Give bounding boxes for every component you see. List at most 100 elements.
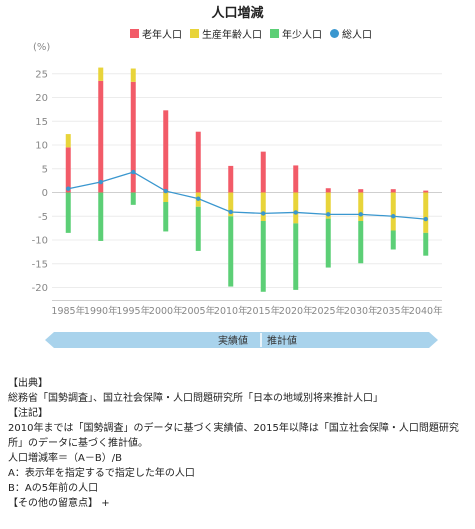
legend-label-total: 総人口: [342, 30, 372, 41]
bar: [293, 223, 299, 290]
legend-swatch-youth: [270, 29, 279, 38]
y-axis-unit: (%): [33, 42, 50, 53]
legend: 老年人口 生産年齢人口 年少人口 総人口: [130, 26, 460, 41]
bar: [98, 67, 104, 81]
legend-swatch-elderly: [130, 29, 139, 38]
bar: [130, 68, 136, 82]
legend-item-total[interactable]: 総人口: [330, 26, 372, 41]
other-notes-row: 【その他の留意点】 +: [8, 496, 468, 511]
bar: [423, 232, 429, 256]
legend-item-youth[interactable]: 年少人口: [270, 26, 322, 41]
legend-swatch-total: [330, 29, 339, 38]
total-point: [423, 216, 428, 222]
y-tick-label: -5: [38, 212, 48, 223]
source-heading: 【出典】: [8, 378, 48, 389]
legend-label-working-age: 生産年齢人口: [202, 30, 262, 41]
x-tick-label: 2040年: [409, 305, 443, 317]
period-label-actual: 実績値: [218, 334, 248, 347]
total-point: [358, 212, 363, 217]
total-point: [228, 209, 233, 215]
bar: [228, 192, 234, 217]
total-line-path: [68, 171, 426, 220]
expand-toggle[interactable]: +: [101, 498, 110, 509]
bar: [65, 134, 71, 148]
bar: [293, 192, 299, 224]
x-tick-label: 2020年: [279, 305, 313, 317]
x-tick-label: 2000年: [149, 305, 183, 317]
x-tick-label: 2005年: [181, 305, 215, 317]
definition-b: B：Aの5年前の人口: [8, 483, 99, 494]
bar: [390, 189, 396, 193]
y-tick-label: -15: [32, 259, 48, 270]
period-bar: 実績値 推計値: [45, 332, 438, 348]
bar: [390, 192, 396, 231]
legend-item-working-age[interactable]: 生産年齢人口: [190, 26, 262, 41]
total-point: [98, 179, 103, 185]
y-tick-label: 10: [35, 141, 48, 152]
bar: [260, 221, 266, 292]
bar: [358, 189, 364, 193]
y-tick-label: 20: [35, 93, 48, 104]
total-point: [66, 186, 71, 191]
chart-title: 人口増減: [211, 6, 264, 21]
bar: [163, 192, 169, 202]
y-tick-label: -10: [32, 236, 48, 247]
bar: [325, 192, 331, 219]
total-point: [391, 214, 396, 219]
formula-text: 人口増減率＝（A－B）/B: [8, 453, 122, 464]
bar: [130, 81, 136, 193]
total-point: [293, 210, 298, 215]
notes-section: 【出典】 総務省「国勢調査」、国立社会保障・人口問題研究所「日本の地域別将来推計…: [8, 376, 468, 511]
bar: [358, 221, 364, 264]
y-tick-label: -20: [32, 283, 48, 294]
bar: [163, 202, 169, 232]
x-tick-label: 2035年: [376, 305, 410, 317]
definition-a: A：表示年を指定するで指定した年の人口: [8, 468, 195, 479]
bar: [228, 165, 234, 193]
x-tick-label: 2025年: [311, 305, 345, 317]
notes-text: 2010年までは「国勢調査」のデータに基づく実績値、2015年以降は「国立社会保…: [8, 423, 459, 449]
y-tick-label: 5: [42, 164, 48, 175]
x-tick-label: 2010年: [214, 305, 248, 317]
period-label-estimate: 推計値: [267, 334, 297, 347]
bar: [65, 192, 71, 233]
x-tick-label: 2030年: [344, 305, 378, 317]
y-tick-label: 15: [35, 117, 48, 128]
source-text: 総務省「国勢調査」、国立社会保障・人口問題研究所「日本の地域別将来推計人口」: [8, 393, 383, 404]
bar: [228, 216, 234, 287]
legend-label-youth: 年少人口: [282, 30, 322, 41]
bar: [325, 218, 331, 268]
y-axis-ticks: -20 -15 -10 -5 0 5 10 15 20 25: [32, 69, 48, 294]
bar: [260, 151, 266, 193]
x-tick-label: 1995年: [116, 305, 150, 317]
total-point: [261, 211, 266, 216]
bar: [358, 192, 364, 221]
total-line: [66, 169, 428, 222]
bar: [423, 190, 429, 193]
bar: [260, 192, 266, 221]
legend-swatch-working-age: [190, 29, 199, 38]
total-point: [326, 212, 331, 217]
legend-label-elderly: 老年人口: [142, 30, 182, 41]
chart-plot: (%) -20 -15 -10 -5 0 5 10 15 20 25 1985年1990年1995…: [32, 42, 443, 317]
bar: [325, 188, 331, 193]
bar: [423, 192, 429, 233]
notes-heading: 【注記】: [8, 408, 48, 419]
total-point: [196, 196, 201, 201]
bar: [130, 192, 136, 205]
bar: [163, 110, 169, 193]
bars: [65, 67, 429, 292]
x-tick-label: 2015年: [246, 305, 280, 317]
other-notes-heading: 【その他の留意点】: [8, 498, 98, 509]
total-point: [131, 169, 136, 175]
legend-item-elderly[interactable]: 老年人口: [130, 26, 182, 41]
bar: [65, 147, 71, 193]
x-tick-label: 1985年: [51, 305, 85, 317]
bar: [293, 165, 299, 193]
y-tick-label: 0: [42, 188, 48, 199]
x-axis-ticks: 1985年1990年1995年2000年2005年2010年2015年2020年…: [51, 305, 443, 317]
total-point: [163, 188, 168, 194]
bar: [98, 192, 104, 241]
bar: [195, 206, 201, 251]
period-arrow: [45, 332, 438, 348]
